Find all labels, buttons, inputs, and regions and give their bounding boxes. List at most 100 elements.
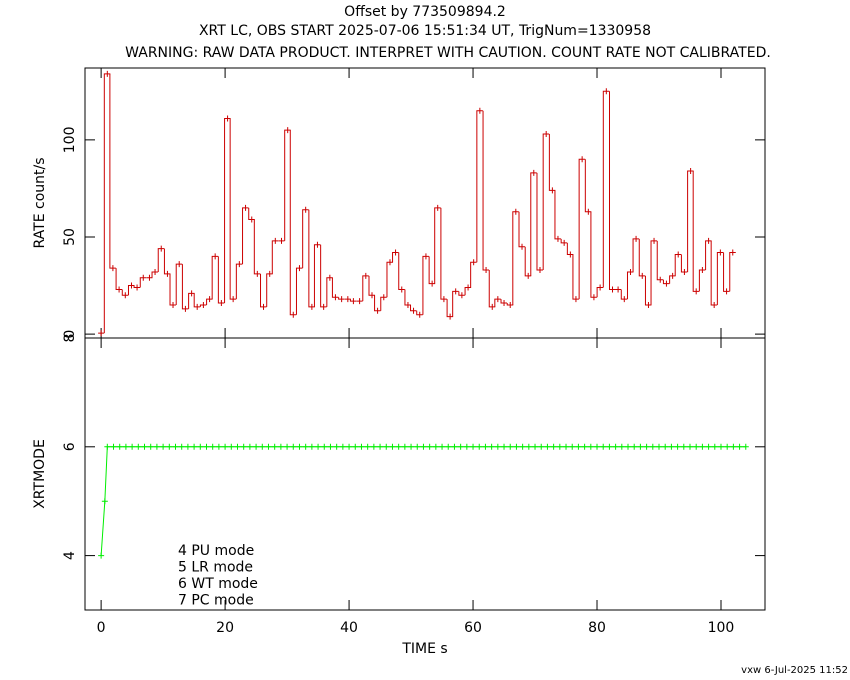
- rate-bin: [584, 159, 592, 215]
- mode-marker: [612, 443, 619, 450]
- rate-bin: [705, 237, 712, 271]
- rate-bin: [127, 282, 135, 296]
- rate-bin: [320, 244, 327, 310]
- rate-bin: [650, 237, 658, 305]
- mode-marker: [234, 443, 241, 450]
- rate-bin: [260, 273, 267, 310]
- mode-marker: [600, 443, 607, 450]
- mode-marker: [618, 443, 625, 450]
- mode-marker: [321, 443, 328, 450]
- rate-bin: [398, 252, 405, 293]
- mode-marker: [686, 443, 693, 450]
- mode-marker: [352, 443, 359, 450]
- rate-bin: [349, 298, 357, 305]
- mode-marker: [668, 443, 675, 450]
- mode-marker: [184, 443, 191, 450]
- y-tick-label: 100: [62, 127, 78, 154]
- rate-bin: [524, 246, 532, 279]
- rate-bin: [500, 299, 508, 307]
- mode-marker: [215, 443, 222, 450]
- mode-marker: [420, 443, 427, 450]
- rate-bin: [308, 209, 315, 310]
- x-tick-label: 20: [216, 620, 234, 636]
- rate-bin: [199, 301, 207, 308]
- rate-bin: [157, 245, 165, 272]
- mode-marker: [463, 443, 470, 450]
- mode-marker: [693, 443, 700, 450]
- rate-bin: [548, 134, 556, 194]
- mode-marker: [488, 443, 495, 450]
- y-tick-label: 50: [62, 228, 78, 246]
- mode-marker: [104, 443, 111, 450]
- rate-bin: [602, 88, 610, 288]
- rate-bin: [109, 73, 116, 272]
- mode-marker: [674, 443, 681, 450]
- rate-bin: [422, 253, 429, 315]
- mode-marker: [742, 443, 749, 450]
- rate-bin: [609, 91, 616, 293]
- mode-marker: [587, 443, 594, 450]
- rate-bin: [476, 107, 483, 263]
- rate-bin: [692, 170, 700, 295]
- mode-marker: [656, 443, 663, 450]
- rate-bin: [566, 242, 574, 258]
- rate-bin: [151, 268, 159, 278]
- mode-marker: [166, 443, 173, 450]
- x-axis-label: TIME s: [401, 641, 447, 657]
- mode-marker: [513, 443, 520, 450]
- rate-bin: [518, 211, 526, 250]
- mode-marker: [414, 443, 421, 450]
- mode-marker: [370, 443, 377, 450]
- mode-marker: [259, 443, 266, 450]
- mode-marker: [197, 443, 204, 450]
- rate-bin: [434, 204, 441, 284]
- rate-bin: [181, 264, 189, 312]
- warning: WARNING: RAW DATA PRODUCT. INTERPRET WIT…: [125, 45, 771, 61]
- mode-marker: [346, 443, 353, 450]
- mode-marker: [699, 443, 706, 450]
- rate-bin: [115, 268, 123, 293]
- mode-marker: [308, 443, 315, 450]
- mode-marker: [544, 443, 551, 450]
- mode-marker: [178, 443, 185, 450]
- mode-marker: [445, 443, 452, 450]
- mode-marker: [277, 443, 284, 450]
- rate-bin: [380, 294, 387, 311]
- rate-bin: [271, 237, 279, 274]
- footer: vxw 6-Jul-2025 11:52: [741, 665, 848, 676]
- mode-marker: [507, 443, 514, 450]
- mode-marker: [643, 443, 650, 450]
- y-tick-label: 6: [62, 442, 78, 451]
- rate-bin: [590, 211, 597, 301]
- mode-marker: [209, 443, 216, 450]
- rate-bin: [620, 289, 628, 303]
- mode-marker: [705, 443, 712, 450]
- rate-bin: [175, 261, 183, 305]
- rate-bin: [494, 296, 501, 307]
- rate-bin: [698, 267, 706, 292]
- mode-marker: [240, 443, 247, 450]
- rate-bin: [235, 261, 243, 300]
- rate-bin: [452, 288, 459, 317]
- rate-bin: [302, 206, 309, 269]
- mode-marker: [315, 443, 322, 450]
- mode-marker: [532, 443, 539, 450]
- y-tick-label: 0: [62, 330, 78, 339]
- rate-bin: [716, 249, 724, 305]
- mode-marker: [383, 443, 390, 450]
- rate-bin: [530, 169, 537, 276]
- mode-marker: [147, 443, 154, 450]
- mode-marker: [408, 443, 415, 450]
- rate-bin: [356, 298, 363, 305]
- rate-bin: [121, 289, 129, 299]
- rate-bin: [169, 273, 177, 308]
- rate-bin: [644, 275, 652, 308]
- rate-bin: [638, 238, 646, 279]
- rate-bin: [662, 279, 670, 287]
- mode-marker: [631, 443, 638, 450]
- mode-marker: [153, 443, 160, 450]
- rate-bin: [626, 268, 634, 300]
- y-axis-label: RATE count/s: [32, 157, 48, 248]
